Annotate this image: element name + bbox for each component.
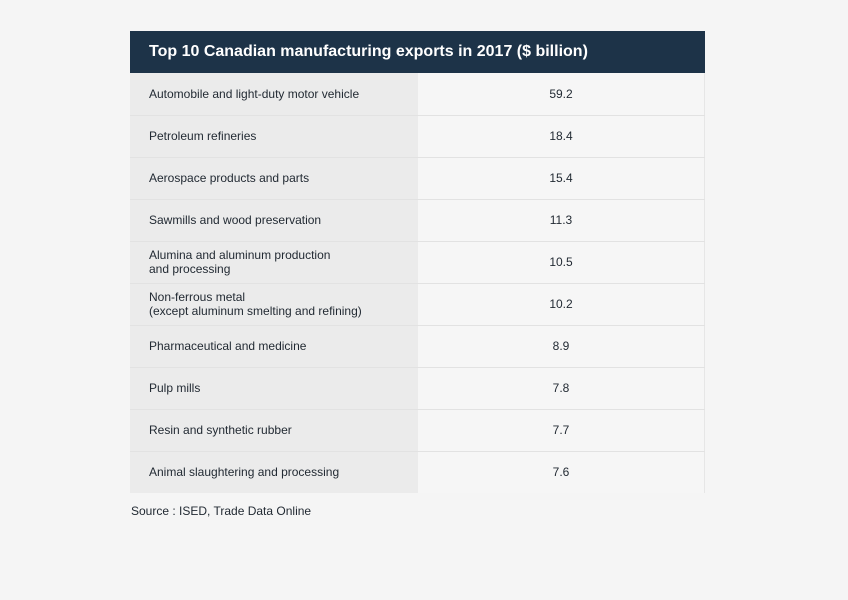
export-value: 10.5 <box>418 241 705 284</box>
export-value: 18.4 <box>418 115 705 158</box>
export-value: 8.9 <box>418 325 705 368</box>
category-label: Pulp mills <box>130 367 418 410</box>
table-row: Alumina and aluminum production and proc… <box>130 241 705 284</box>
export-value: 15.4 <box>418 157 705 200</box>
table-title: Top 10 Canadian manufacturing exports in… <box>130 31 705 73</box>
category-label: Sawmills and wood preservation <box>130 199 418 242</box>
export-value: 7.6 <box>418 451 705 493</box>
category-label: Aerospace products and parts <box>130 157 418 200</box>
exports-table: Automobile and light-duty motor vehicle 5… <box>130 73 705 493</box>
table-row: Resin and synthetic rubber 7.7 <box>130 409 705 452</box>
export-value: 7.7 <box>418 409 705 452</box>
category-label: Pharmaceutical and medicine <box>130 325 418 368</box>
export-value: 59.2 <box>418 73 705 116</box>
category-label: Animal slaughtering and processing <box>130 451 418 493</box>
table-row: Automobile and light-duty motor vehicle 5… <box>130 73 705 116</box>
table-row: Pharmaceutical and medicine 8.9 <box>130 325 705 368</box>
category-label: Resin and synthetic rubber <box>130 409 418 452</box>
source-note: Source : ISED, Trade Data Online <box>131 504 312 518</box>
table-row: Animal slaughtering and processing 7.6 <box>130 451 705 493</box>
table-row: Pulp mills 7.8 <box>130 367 705 410</box>
category-label: Petroleum refineries <box>130 115 418 158</box>
export-value: 7.8 <box>418 367 705 410</box>
table-row: Aerospace products and parts 15.4 <box>130 157 705 200</box>
export-value: 11.3 <box>418 199 705 242</box>
table-row: Petroleum refineries 18.4 <box>130 115 705 158</box>
exports-table-card: Top 10 Canadian manufacturing exports in… <box>130 31 705 493</box>
category-label: Non-ferrous metal (except aluminum smelt… <box>130 283 418 326</box>
table-row: Non-ferrous metal (except aluminum smelt… <box>130 283 705 326</box>
table-row: Sawmills and wood preservation 11.3 <box>130 199 705 242</box>
table-body: Automobile and light-duty motor vehicle 5… <box>130 73 705 493</box>
category-label: Alumina and aluminum production and proc… <box>130 241 418 284</box>
category-label: Automobile and light-duty motor vehicle <box>130 73 418 116</box>
export-value: 10.2 <box>418 283 705 326</box>
